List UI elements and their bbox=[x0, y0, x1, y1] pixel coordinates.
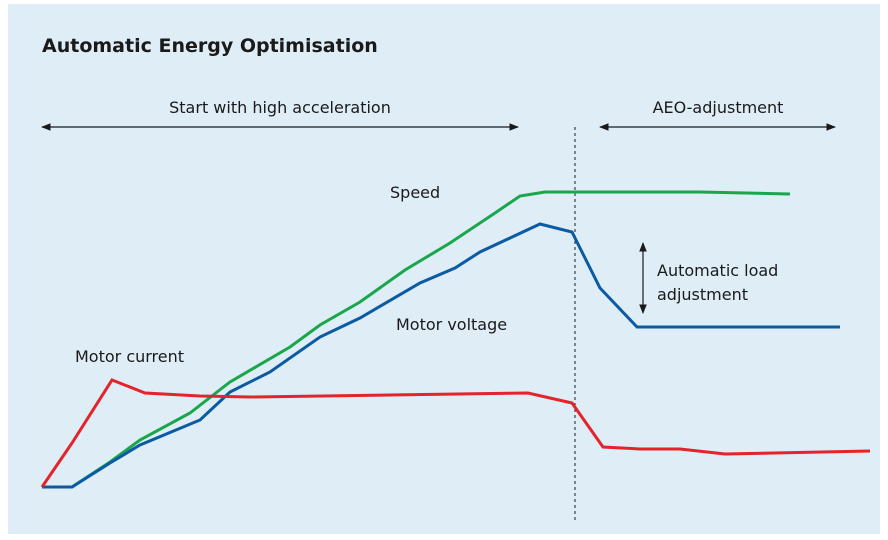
speed-curve bbox=[42, 190, 791, 489]
annotation-line: Automatic load bbox=[657, 261, 778, 280]
current-curve bbox=[40, 378, 871, 488]
curve-label: Speed bbox=[390, 183, 440, 202]
annotation-line: adjustment bbox=[657, 285, 748, 304]
phase-label: AEO-adjustment bbox=[653, 98, 784, 117]
voltage-curve bbox=[42, 222, 840, 489]
curve-label: Motor voltage bbox=[396, 315, 507, 334]
panel bbox=[8, 4, 880, 534]
title: Automatic Energy Optimisation bbox=[42, 35, 378, 57]
curve-label: Motor current bbox=[75, 347, 184, 366]
phase-label: Start with high acceleration bbox=[169, 98, 391, 117]
